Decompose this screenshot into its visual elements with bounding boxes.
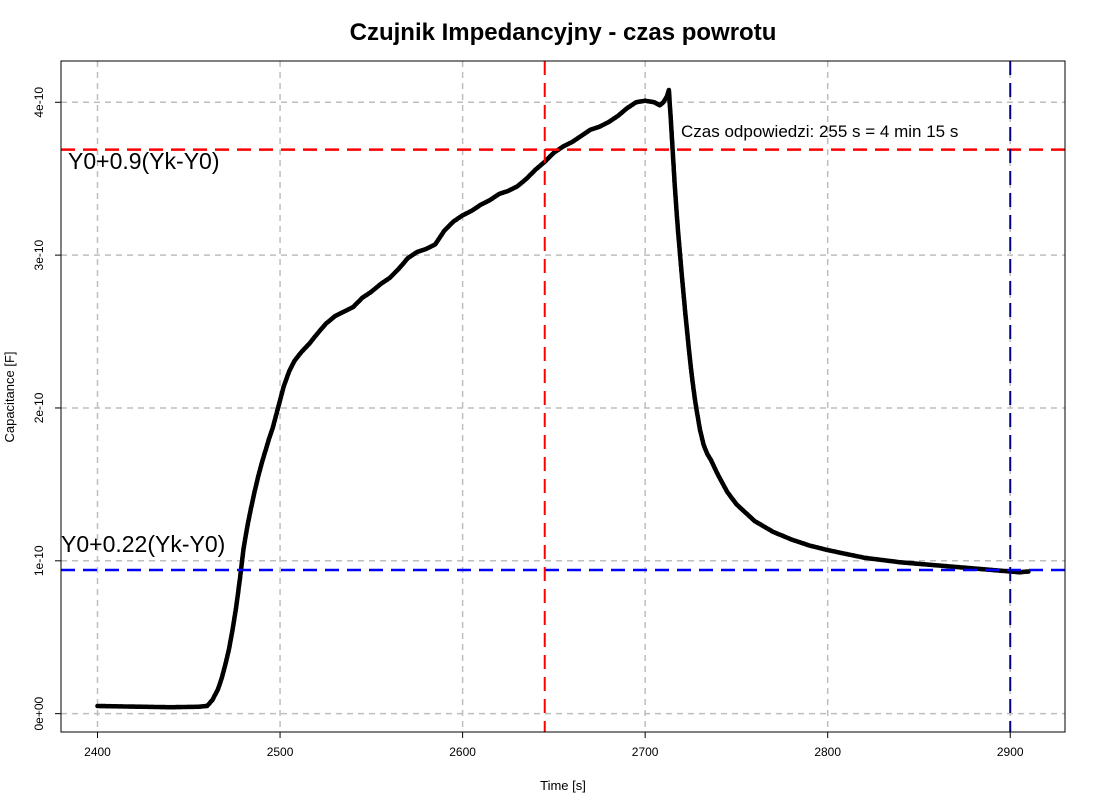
axes: 2400 2500 2600 2700 2800 2900 0e+00 1e-10 2e-10 3… [32,87,1024,759]
chart-title: Czujnik Impedancyjny - czas powrotu [350,19,777,46]
grid [61,61,1065,732]
upper-level-label: Y0+0.9(Yk-Y0) [68,148,220,174]
y-tick-label: 3e-10 [32,239,46,270]
x-axis-label: Time [s] [540,778,586,793]
response-time-label: Czas odpowiedzi: 255 s = 4 min 15 s [681,122,958,141]
x-tick-label: 2600 [449,745,476,759]
plot-frame [60,60,1066,733]
reference-lines [61,61,1065,732]
y-axis-label: Capacitance [F] [2,351,17,442]
y-tick-label: 0e+00 [32,696,46,730]
y-tick-label: 2e-10 [32,392,46,423]
y-tick-label: 4e-10 [32,87,46,118]
x-tick-label: 2800 [814,745,841,759]
lower-level-label: Y0+0.22(Yk-Y0) [61,531,225,557]
data-points [95,87,1031,710]
x-tick-label: 2700 [632,745,659,759]
x-tick-label: 2900 [997,745,1024,759]
x-tick-label: 2400 [84,745,111,759]
x-tick-label: 2500 [267,745,294,759]
y-tick-label: 1e-10 [32,545,46,576]
